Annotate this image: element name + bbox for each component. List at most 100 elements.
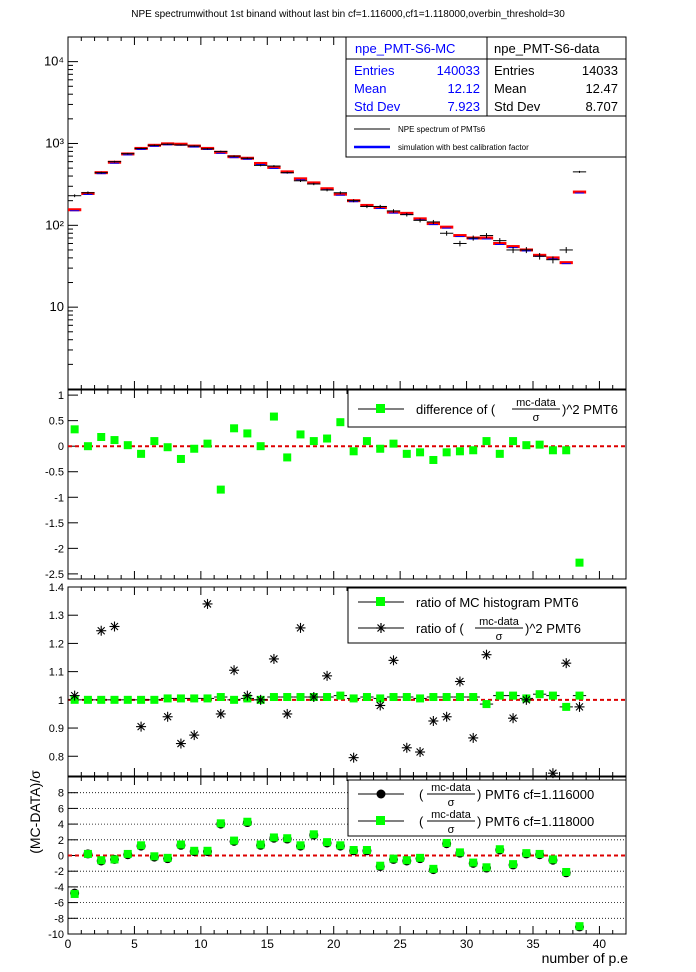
x-tick-labels: 0 5 10 15 20 25 30 35 40 <box>65 937 607 951</box>
ratio-mc-point <box>562 702 571 711</box>
star-stroke <box>177 739 185 748</box>
ratio-sq-point <box>215 708 226 719</box>
legend-diff-num: mc-data <box>516 397 557 409</box>
legend-ratio-den: σ <box>496 631 503 643</box>
difference-point <box>482 437 491 446</box>
pull-point-cf2 <box>83 849 92 858</box>
star-stroke <box>522 695 531 704</box>
difference-point <box>70 425 79 434</box>
y-tick-label: 1.3 <box>49 610 64 622</box>
difference-point <box>562 446 571 455</box>
ratio-sq-point <box>521 694 532 705</box>
star-stroke <box>270 655 278 663</box>
difference-point <box>349 447 358 456</box>
pull-marks <box>70 817 584 932</box>
ratio-mc-point <box>269 693 278 702</box>
ratio-mc-point <box>402 693 411 702</box>
ratio-mc-point <box>83 695 92 704</box>
pull-point-cf2 <box>296 841 305 850</box>
difference-point <box>495 449 504 458</box>
ratio-sq-point <box>375 700 386 711</box>
y-tick-label: -2 <box>54 543 64 555</box>
difference-point <box>230 424 239 433</box>
ratio-sq-point <box>348 752 359 763</box>
ratio-mc-point <box>176 694 185 703</box>
ratio-sq-point <box>255 694 266 705</box>
star-stroke <box>203 600 212 608</box>
star-stroke <box>163 712 172 721</box>
ratio-sq-point <box>136 721 147 732</box>
pull-point-cf2 <box>216 819 225 828</box>
difference-point <box>416 448 425 457</box>
ratio-mc-point <box>482 700 491 709</box>
stats-mc-value-stddev: 7.923 <box>447 99 480 114</box>
pull-point-cf2 <box>469 858 478 867</box>
legend-difference: difference of ( mc-data σ )^2 PMT6 <box>347 389 627 428</box>
stats-data-value-entries: 14033 <box>582 63 618 78</box>
difference-point <box>123 441 132 450</box>
ratio-mc-point <box>190 694 199 703</box>
y-tick-label: 0 <box>58 441 64 453</box>
y-tick-label: 10² <box>45 217 64 232</box>
difference-point <box>389 439 398 448</box>
star-stroke <box>469 734 478 742</box>
difference-point <box>455 447 464 456</box>
star-stroke <box>482 650 491 659</box>
difference-point <box>535 440 544 449</box>
pull-point-cf2 <box>349 846 358 855</box>
y-tick-label: 6 <box>58 803 64 815</box>
ratio-mc-point <box>323 693 332 702</box>
legend-pull-close2: ) <box>477 814 481 829</box>
legend-ratio-sq-suffix: )^2 PMT6 <box>525 621 581 636</box>
pull-point-cf2 <box>509 860 518 869</box>
legend-diff-den: σ <box>533 412 540 424</box>
y-tick-label: -1.5 <box>45 518 64 530</box>
ratio-sq-point <box>547 768 558 779</box>
stats-box-mc: npe_PMT-S6-MC Entries 140033 Mean 12.12 … <box>345 36 488 117</box>
pull-point-cf2 <box>176 840 185 849</box>
stats-data-name: npe_PMT-S6-data <box>494 41 600 56</box>
difference-point <box>256 442 265 451</box>
ratio-sq-point <box>415 747 426 758</box>
difference-point <box>469 446 478 455</box>
ratio-sq-point <box>229 665 240 676</box>
star-stroke <box>456 677 464 686</box>
ratio-mc-point <box>336 691 345 700</box>
star-stroke <box>296 624 305 632</box>
difference-point <box>243 429 252 438</box>
pull-point-cf2 <box>123 849 132 858</box>
star-stroke <box>402 743 411 752</box>
y-tick-labels: 10 10² 10³ 10⁴ -2.5 -2 -1.5 -1 -0.5 0 0.5 1 0.8 0.9 1 1… <box>44 36 78 941</box>
stats-data-value-mean: 12.47 <box>585 81 618 96</box>
x-tick-label: 35 <box>526 937 540 951</box>
difference-point <box>376 444 385 453</box>
legend-diff-prefix: difference of ( <box>416 402 496 417</box>
ratio-mc-point <box>509 691 518 700</box>
star-stroke <box>416 748 424 756</box>
difference-point <box>97 432 106 441</box>
ratio-mc-point <box>296 693 305 702</box>
y-tick-label: -0.5 <box>45 467 64 479</box>
ratio-sq-point <box>189 730 200 741</box>
pull-point-cf2 <box>495 845 504 854</box>
star-marker-icon <box>376 623 386 633</box>
difference-point <box>442 448 451 457</box>
ratio-sq-point <box>202 598 213 609</box>
ratio-sq-point <box>428 715 439 726</box>
ratio-sq-point <box>308 692 319 703</box>
star-stroke <box>243 691 252 700</box>
difference-point <box>336 418 345 427</box>
legend-pull-close1: ) <box>477 787 481 802</box>
pull-point-cf2 <box>150 852 159 861</box>
star-stroke <box>137 722 145 731</box>
y-tick-label: 1.2 <box>49 638 64 650</box>
stats-mc-value-mean: 12.12 <box>447 81 480 96</box>
y-tick-label: -6 <box>54 898 64 910</box>
y-tick-label: 4 <box>58 819 64 831</box>
ratio-mc-point <box>495 691 504 700</box>
legend-pull-den1: σ <box>448 797 455 809</box>
x-tick-label: 15 <box>261 937 275 951</box>
stats-data-value-stddev: 8.707 <box>585 99 618 114</box>
y-tick-label: 0.5 <box>49 416 64 428</box>
spectrum-marks <box>68 142 587 265</box>
